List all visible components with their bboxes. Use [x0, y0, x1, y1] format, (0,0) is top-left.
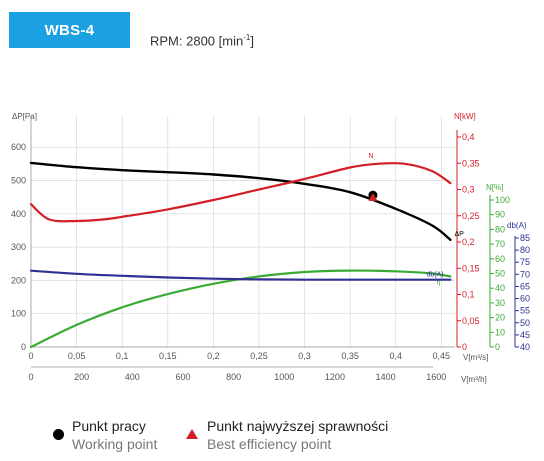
efficiency-tick-label: 80	[495, 224, 505, 234]
pressure-curve	[29, 161, 452, 241]
noise-tick-label: 45	[520, 330, 530, 340]
pressure-tick-label: 500	[11, 176, 26, 186]
power-tick-label: 0,05	[462, 316, 480, 326]
working-point-marker-icon	[53, 429, 64, 440]
noise-curve	[29, 269, 452, 281]
power-tick-label: 0,35	[462, 158, 480, 168]
flow-m3h-tick-label: 400	[125, 372, 140, 382]
flow-m3h-tick-label: 1400	[376, 372, 396, 382]
noise-tick-label: 50	[520, 318, 530, 328]
legend-best-en: Best efficiency point	[207, 436, 332, 452]
model-name: WBS-4	[44, 21, 95, 39]
pressure-tick-label: 400	[11, 209, 26, 219]
pressure-tick-label: 100	[11, 309, 26, 319]
noise-tick-label: 40	[520, 342, 530, 352]
flow-m3s-tick-label: 0,3	[298, 351, 311, 361]
noise-tick-label: 65	[520, 281, 530, 291]
efficiency-tick-label: 0	[495, 342, 500, 352]
flow-m3s-tick-label: 0,25	[250, 351, 268, 361]
legend-working-en: Working point	[72, 436, 158, 452]
power-tick-label: 0,3	[462, 185, 475, 195]
efficiency-tick-label: 50	[495, 269, 505, 279]
flow-m3s-axis-label: V[m³/s]	[463, 353, 488, 362]
flow-m3h-tick-label: 600	[175, 372, 190, 382]
flow-m3h-tick-label: 1600	[426, 372, 446, 382]
efficiency-tick-label: 100	[495, 195, 510, 205]
power-tick-label: 0	[462, 342, 467, 352]
power-tick-label: 0,4	[462, 132, 475, 142]
flow-m3h-axis-label: V[m³/h]	[461, 375, 487, 384]
rpm-label: RPM: 2800 [min-1]	[150, 33, 254, 49]
efficiency-axis-label: N[%]	[486, 183, 503, 192]
legend-best-efficiency: Punkt najwyższej sprawności Best efficie…	[207, 418, 388, 452]
flow-m3h-tick-label: 1200	[325, 372, 345, 382]
legend-working-pl: Punkt pracy	[72, 418, 146, 434]
efficiency-tick-label: 40	[495, 283, 505, 293]
flow-m3h-tick-label: 800	[226, 372, 241, 382]
power-tick-label: 0,1	[462, 290, 475, 300]
flow-m3s-tick-label: 0,2	[207, 351, 220, 361]
efficiency-tick-label: 30	[495, 298, 505, 308]
efficiency-curve	[29, 269, 452, 349]
pressure-curve-label: ΔP	[454, 231, 464, 238]
noise-tick-label: 70	[520, 269, 530, 279]
flow-m3h-tick-label: 1000	[274, 372, 294, 382]
flow-m3s-tick-label: 0,35	[341, 351, 359, 361]
power-tick-label: 0,2	[462, 237, 475, 247]
efficiency-tick-label: 60	[495, 254, 505, 264]
noise-tick-label: 80	[520, 245, 530, 255]
efficiency-tick-label: 70	[495, 239, 505, 249]
legend-working-point: Punkt pracy Working point	[72, 418, 157, 452]
noise-tick-label: 85	[520, 233, 530, 243]
pressure-tick-label: 600	[11, 142, 26, 152]
pressure-axis-label: ΔP[Pa]	[12, 112, 37, 121]
flow-m3s-tick-label: 0,05	[68, 351, 86, 361]
pressure-tick-label: 0	[21, 342, 26, 352]
flow-m3s-tick-label: 0	[28, 351, 33, 361]
efficiency-tick-label: 20	[495, 313, 505, 323]
pressure-tick-label: 200	[11, 275, 26, 285]
flow-m3s-tick-label: 0,4	[389, 351, 402, 361]
efficiency-tick-label: 10	[495, 327, 505, 337]
power-tick-label: 0,25	[462, 211, 480, 221]
model-badge: WBS-4	[9, 12, 130, 48]
noise-curve-label: db(A)	[426, 272, 443, 279]
flow-m3s-tick-label: 0,15	[159, 351, 177, 361]
flow-m3s-tick-label: 0,45	[433, 351, 451, 361]
power-tick-label: 0,15	[462, 263, 480, 273]
power-curve	[29, 162, 452, 223]
best-efficiency-marker-icon	[186, 429, 198, 439]
noise-tick-label: 60	[520, 294, 530, 304]
power-axis-label: N[kW]	[454, 112, 476, 121]
flow-m3h-tick-label: 200	[74, 372, 89, 382]
noise-tick-label: 75	[520, 257, 530, 267]
efficiency-curve-label: η	[436, 279, 440, 286]
flow-m3h-tick-label: 0	[28, 372, 33, 382]
best-efficiency-marker	[368, 192, 378, 201]
efficiency-tick-label: 90	[495, 210, 505, 220]
legend-best-pl: Punkt najwyższej sprawności	[207, 418, 389, 434]
noise-axis-label: db(A)	[507, 221, 527, 230]
noise-tick-label: 55	[520, 306, 530, 316]
pressure-tick-label: 300	[11, 242, 26, 252]
power-curve-label: N	[368, 153, 373, 160]
flow-m3s-tick-label: 0,1	[116, 351, 129, 361]
